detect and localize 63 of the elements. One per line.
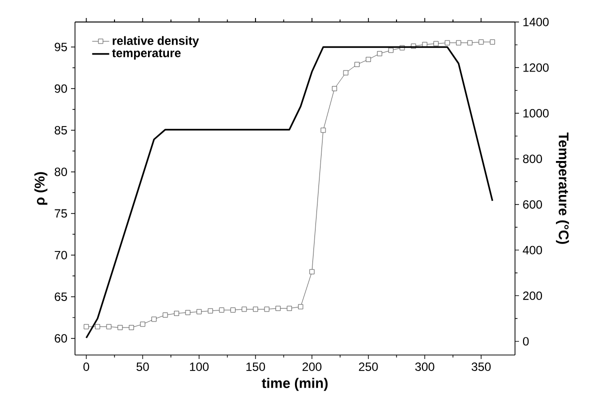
point	[264, 306, 270, 312]
point	[95, 324, 100, 330]
y2-tick-label: 0	[522, 337, 529, 346]
y-axis-title: ρ (%)	[34, 172, 48, 205]
y-tick-label: 85	[54, 126, 67, 134]
point	[309, 269, 314, 274]
x-tick-label: 350	[472, 362, 491, 371]
point	[185, 310, 190, 316]
point	[467, 40, 472, 46]
x-tick-label: 150	[246, 362, 266, 371]
y2-tick-label: 1200	[523, 63, 549, 72]
point	[478, 39, 484, 45]
point	[242, 306, 247, 312]
point	[230, 308, 236, 313]
point	[219, 308, 224, 313]
point	[252, 306, 258, 312]
y2-axis-title: Temperature (°C)	[556, 132, 569, 244]
y2-tick-label: 1400	[523, 18, 549, 26]
y2-tick-label: 800	[523, 154, 542, 164]
y2-tick-label: 600	[523, 200, 542, 209]
point	[377, 51, 382, 56]
y2-tick-label: 1000	[523, 109, 549, 118]
x-tick-label: 250	[358, 362, 378, 371]
y2-tick-label: 400	[522, 246, 542, 254]
x-axis-title: time (min)	[262, 378, 328, 391]
point	[332, 86, 338, 92]
point	[140, 322, 146, 327]
legend-label: relative density	[112, 36, 199, 48]
y-tick-label: 95	[54, 42, 67, 52]
y-tick-label: 90	[54, 84, 68, 93]
x-tick-label: 100	[190, 362, 209, 371]
point	[490, 39, 495, 45]
point	[276, 306, 281, 311]
point	[456, 40, 462, 46]
point	[174, 310, 180, 316]
x-tick-label: 300	[415, 362, 434, 371]
point	[84, 324, 89, 330]
point	[433, 41, 439, 46]
point	[151, 316, 157, 322]
point	[208, 308, 213, 314]
point	[366, 56, 371, 62]
point	[444, 40, 450, 46]
point	[354, 62, 360, 67]
point	[162, 312, 168, 318]
point	[286, 306, 292, 311]
y-tick-label: 70	[54, 250, 68, 260]
y-tick-label: 75	[54, 209, 67, 218]
y-tick-label: 80	[54, 168, 68, 176]
x-tick-label: 0	[83, 362, 90, 371]
point	[196, 309, 202, 314]
y-tick-label: 60	[54, 334, 68, 343]
x-tick-label: 50	[136, 362, 149, 371]
x-tick-label: 200	[302, 362, 322, 371]
point	[298, 304, 304, 310]
point	[128, 324, 134, 330]
legend-label: temperature	[112, 49, 181, 60]
y-tick-label: 65	[54, 292, 67, 301]
point	[118, 324, 123, 330]
point	[343, 70, 348, 76]
point	[320, 128, 326, 133]
point	[106, 324, 112, 330]
y2-tick-label: 200	[523, 291, 542, 300]
point	[388, 48, 394, 53]
